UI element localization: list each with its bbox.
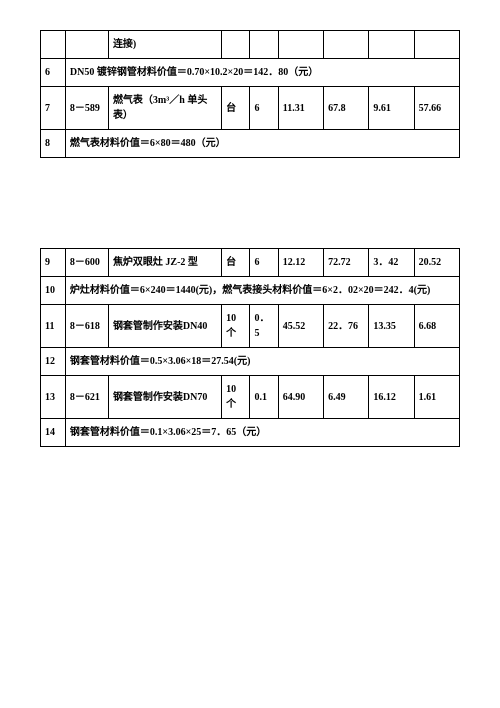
cell-name: 焦炉双眼灶 JZ-2 型 (108, 249, 221, 277)
cell-unit: 10个 (222, 376, 250, 419)
row-number: 9 (41, 249, 66, 277)
row-number: 14 (41, 419, 66, 447)
table-row: 7 8－589 燃气表（3m³／h 单头表） 台 6 11.31 67.8 9.… (41, 87, 460, 130)
cell-value: 16.12 (369, 376, 414, 419)
cell: 连接) (108, 31, 221, 59)
cell-value: 20.52 (414, 249, 459, 277)
cell-code: 8－589 (65, 87, 108, 130)
table-lower: 9 8－600 焦炉双眼灶 JZ-2 型 台 6 12.12 72.72 3．4… (40, 248, 460, 447)
row-number: 8 (41, 130, 66, 158)
cell-value: 72.72 (324, 249, 369, 277)
cell (369, 31, 414, 59)
cell-qty: 6 (250, 87, 278, 130)
cell (324, 31, 369, 59)
cell (222, 31, 250, 59)
cell-value: 22．76 (324, 305, 369, 348)
cell-value: 6.68 (414, 305, 459, 348)
cell-code: 8－618 (65, 305, 108, 348)
cell-value: 1.61 (414, 376, 459, 419)
cell (65, 31, 108, 59)
row-number: 12 (41, 348, 66, 376)
row-number: 10 (41, 277, 66, 305)
cell-value: 9.61 (369, 87, 414, 130)
merged-cell: 钢套管材料价值＝0.1×3.06×25＝7．65（元） (65, 419, 459, 447)
cell-value: 3．42 (369, 249, 414, 277)
table-row: 13 8－621 钢套管制作安装DN70 10个 0.1 64.90 6.49 … (41, 376, 460, 419)
cell-qty: 0．5 (250, 305, 278, 348)
cell-code: 8－621 (65, 376, 108, 419)
table-row: 9 8－600 焦炉双眼灶 JZ-2 型 台 6 12.12 72.72 3．4… (41, 249, 460, 277)
row-number: 11 (41, 305, 66, 348)
cell-code: 8－600 (65, 249, 108, 277)
table-row: 连接) (41, 31, 460, 59)
merged-cell: DN50 镀锌钢管材料价值＝0.70×10.2×20＝142．80（元） (65, 59, 459, 87)
merged-cell: 燃气表材料价值＝6×80＝480（元） (65, 130, 459, 158)
page-container: 连接) 6 DN50 镀锌钢管材料价值＝0.70×10.2×20＝142．80（… (0, 0, 500, 708)
cell-value: 13.35 (369, 305, 414, 348)
table-row: 10 炉灶材料价值＝6×240＝1440(元)，燃气表接头材料价值＝6×2．02… (41, 277, 460, 305)
row-number: 13 (41, 376, 66, 419)
cell-value: 11.31 (278, 87, 323, 130)
cell (41, 31, 66, 59)
cell-value: 57.66 (414, 87, 459, 130)
table-row: 14 钢套管材料价值＝0.1×3.06×25＝7．65（元） (41, 419, 460, 447)
cell-value: 6.49 (324, 376, 369, 419)
cell (278, 31, 323, 59)
cell-unit: 台 (222, 249, 250, 277)
merged-cell: 炉灶材料价值＝6×240＝1440(元)，燃气表接头材料价值＝6×2．02×20… (65, 277, 459, 305)
table-row: 8 燃气表材料价值＝6×80＝480（元） (41, 130, 460, 158)
cell-name: 燃气表（3m³／h 单头表） (108, 87, 221, 130)
merged-cell: 钢套管材料价值＝0.5×3.06×18＝27.54(元) (65, 348, 459, 376)
cell-value: 64.90 (278, 376, 323, 419)
cell-qty: 0.1 (250, 376, 278, 419)
row-number: 6 (41, 59, 66, 87)
cell-value: 45.52 (278, 305, 323, 348)
cell-unit: 台 (222, 87, 250, 130)
cell (414, 31, 459, 59)
cell-name: 钢套管制作安装DN40 (108, 305, 221, 348)
cell-value: 67.8 (324, 87, 369, 130)
table-row: 11 8－618 钢套管制作安装DN40 10个 0．5 45.52 22．76… (41, 305, 460, 348)
row-number: 7 (41, 87, 66, 130)
table-row: 6 DN50 镀锌钢管材料价值＝0.70×10.2×20＝142．80（元） (41, 59, 460, 87)
cell-value: 12.12 (278, 249, 323, 277)
cell-qty: 6 (250, 249, 278, 277)
cell-unit: 10个 (222, 305, 250, 348)
spacer (40, 158, 460, 248)
table-row: 12 钢套管材料价值＝0.5×3.06×18＝27.54(元) (41, 348, 460, 376)
table-upper: 连接) 6 DN50 镀锌钢管材料价值＝0.70×10.2×20＝142．80（… (40, 30, 460, 158)
cell (250, 31, 278, 59)
cell-name: 钢套管制作安装DN70 (108, 376, 221, 419)
